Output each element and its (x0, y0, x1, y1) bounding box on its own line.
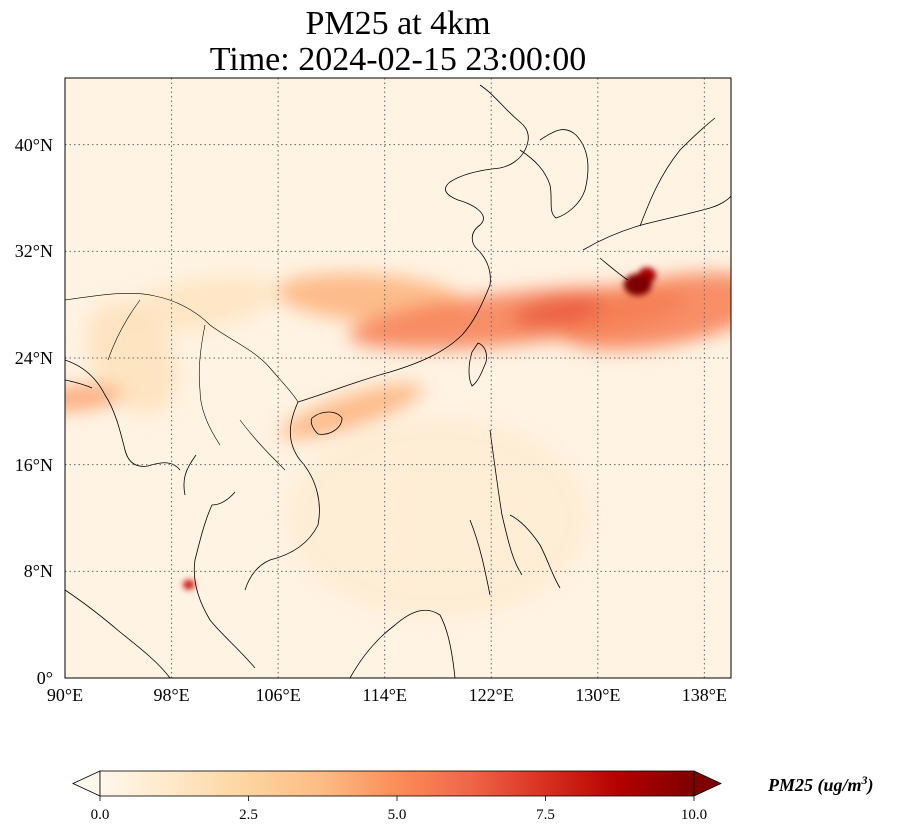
lon-tick-label: 130°E (575, 685, 621, 705)
plume-malay-spot (182, 579, 195, 590)
coastline-indochina (183, 401, 320, 669)
coastline-taiwan (468, 342, 487, 387)
colorbar-tick-label: 2.5 (239, 807, 258, 823)
coastline-sumatra (65, 589, 171, 678)
colorbar-tick-label: 7.5 (536, 807, 555, 823)
lon-tick-label: 106°E (255, 685, 301, 705)
coastline-hainan (310, 411, 343, 435)
lat-tick-label: 8°N (23, 561, 53, 582)
map-subtitle-time: Time: 2024-02-15 23:00:00 (209, 41, 587, 78)
colorbar-tick-label: 10.0 (680, 807, 708, 823)
lat-tick-label: 32°N (14, 241, 53, 262)
plume-east-band (555, 272, 731, 350)
plume-core-south-of-korea (513, 295, 603, 328)
coastline-borneo (349, 609, 456, 678)
plume-myanmar (85, 302, 178, 414)
plume-south-china-lobe (279, 383, 423, 440)
plume-bay-of-bengal (65, 385, 124, 411)
lon-tick-label: 138°E (681, 685, 727, 705)
lon-tick-label: 98°E (153, 685, 190, 705)
coastline-japan (582, 117, 731, 281)
colorbar-extend-low (72, 770, 101, 797)
coastline-myanmar-india (65, 359, 181, 471)
lon-tick-label: 90°E (46, 685, 84, 705)
colorbar-tick-label: 5.0 (387, 807, 407, 823)
map-frame (64, 77, 732, 679)
colorbar-gradient (99, 770, 695, 797)
colorbar-extend-high (693, 770, 722, 797)
coastline-korea (519, 129, 589, 219)
country-borders (65, 292, 299, 471)
concentration-hotspots (182, 267, 657, 590)
coastline-philippines (469, 429, 561, 596)
colorbar-tick-label: 0.0 (90, 807, 110, 823)
coastlines-and-borders (65, 84, 731, 678)
concentration-field (65, 272, 731, 618)
colorbar-label: PM25 (ug/m3) (768, 773, 874, 795)
lat-tick-label: 24°N (14, 348, 53, 368)
plume-south-china-sea (287, 418, 588, 618)
lon-tick-label: 122°E (468, 685, 514, 705)
lat-tick-label: 16°N (14, 454, 53, 475)
map-title: PM25 at 4km (305, 5, 491, 42)
gridlines (65, 78, 731, 678)
lat-tick-label: 0° (36, 668, 53, 688)
plume-hotspot (623, 273, 652, 296)
coastline-china (297, 84, 529, 403)
lon-tick-label: 114°E (362, 685, 407, 705)
plume-yunnan (119, 276, 278, 333)
lat-tick-label: 40°N (14, 134, 53, 155)
